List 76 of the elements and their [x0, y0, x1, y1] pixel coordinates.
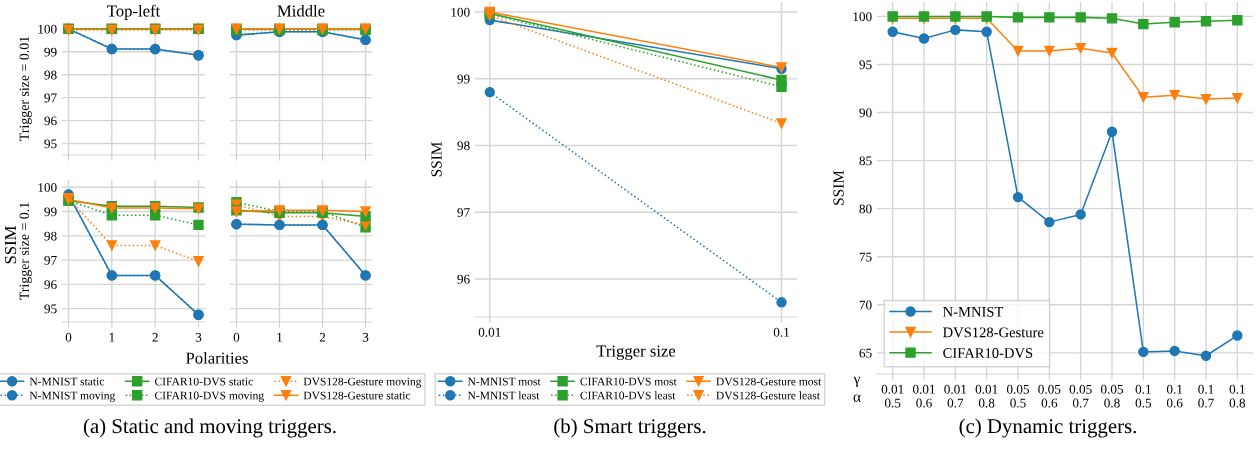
y-axis-title: Trigger size = 0.01 — [19, 36, 32, 141]
text: (b) Smart triggers. — [554, 418, 706, 438]
x-tick-label: 0.05 0.8 — [1100, 384, 1124, 408]
legend-label: DVS128-Gesture least — [716, 391, 820, 400]
legend-label: N-MNIST moving — [29, 391, 116, 402]
y-tick-label: 96 — [457, 274, 470, 284]
y-tick-label: 96 — [44, 280, 57, 290]
text: (a) Static and moving triggers. — [83, 418, 336, 438]
legend-label: DVS128-Gesture most — [716, 377, 822, 386]
x-tick-label: 0 — [233, 332, 240, 342]
x-tick-label: 0.05 0.7 — [1069, 384, 1092, 408]
y-tick-label: 100 — [38, 24, 57, 34]
y-tick-label: 75 — [859, 252, 872, 262]
x-tick-label: 0.1 0.6 — [1166, 384, 1183, 408]
text: (c) Dynamic triggers. — [959, 418, 1136, 438]
y-tick-label: 98 — [44, 231, 57, 241]
x-tick-label: 0.01 0.6 — [912, 384, 935, 408]
x-tick-label: 0.05 0.6 — [1038, 384, 1061, 408]
x-tick-label: 0.05 0.5 — [1006, 384, 1030, 408]
x-tick-label: 0.1 — [773, 327, 789, 337]
legend-label: CIFAR10-DVS — [943, 348, 1033, 358]
text: α — [853, 394, 861, 402]
x-axis-title: Polarities — [186, 352, 248, 364]
y-tick-label: 97 — [44, 93, 57, 103]
x-tick-label: 0 — [65, 332, 72, 342]
x-axis-title: Trigger size — [596, 345, 676, 361]
y-tick-label: 96 — [44, 116, 57, 126]
chart-title: Middle — [277, 4, 325, 17]
y-tick-label: 70 — [859, 300, 872, 310]
x-tick-label: 2 — [319, 332, 326, 342]
x-tick-label: 0.1 0.5 — [1135, 384, 1152, 408]
y-tick-label: 98 — [44, 70, 57, 80]
y-axis-title: SSIM — [833, 170, 844, 205]
text: SSIM — [4, 226, 17, 264]
x-tick-label: 2 — [152, 332, 158, 342]
legend-label: CIFAR10-DVS least — [580, 391, 676, 400]
x-tick-label: 3 — [195, 332, 202, 342]
x-tick-label: 1 — [277, 332, 282, 342]
x-tick-label: 0.01 0.5 — [881, 384, 904, 408]
legend-label: CIFAR10-DVS moving — [154, 391, 264, 402]
legend-label: N-MNIST most — [467, 377, 541, 386]
x-tick-label: 0.01 — [478, 327, 501, 337]
x-tick-label: 3 — [362, 332, 369, 342]
y-tick-label: 97 — [457, 208, 470, 217]
legend-label: N-MNIST — [943, 306, 1004, 317]
y-tick-label: 99 — [44, 207, 57, 217]
chart-title: Top-left — [107, 4, 161, 20]
y-tick-label: 85 — [859, 156, 872, 166]
y-tick-label: 98 — [457, 141, 470, 151]
text: γ — [853, 376, 861, 387]
x-tick-label: 0.01 0.8 — [975, 384, 998, 408]
y-axis-title: SSIM — [431, 142, 442, 177]
legend-label: CIFAR10-DVS static — [154, 377, 253, 386]
y-tick-label: 99 — [457, 74, 470, 84]
y-tick-label: 100 — [451, 7, 470, 17]
y-tick-label: 95 — [44, 139, 57, 149]
y-tick-label: 65 — [859, 348, 872, 358]
legend-label: N-MNIST static — [29, 377, 105, 386]
y-axis-title: Trigger size = 0.1 — [19, 202, 32, 300]
y-tick-label: 95 — [44, 304, 57, 314]
y-tick-label: 100 — [853, 12, 872, 22]
legend-label: DVS128-Gesture — [943, 327, 1044, 338]
legend-label: DVS128-Gesture moving — [303, 377, 422, 388]
x-tick-label: 0.1 0.8 — [1229, 384, 1246, 408]
legend-label: DVS128-Gesture static — [303, 391, 411, 400]
x-tick-label: 0.1 0.7 — [1198, 384, 1214, 408]
y-tick-label: 80 — [859, 204, 872, 214]
legend-label: CIFAR10-DVS most — [580, 377, 677, 386]
x-tick-label: 1 — [109, 332, 115, 342]
y-tick-label: 99 — [44, 47, 57, 57]
legend-label: N-MNIST least — [467, 391, 540, 400]
y-tick-label: 100 — [38, 183, 57, 192]
x-tick-label: 0.01 0.7 — [944, 384, 967, 408]
y-tick-label: 90 — [859, 108, 872, 118]
y-tick-label: 97 — [44, 255, 57, 265]
y-tick-label: 95 — [859, 60, 872, 70]
